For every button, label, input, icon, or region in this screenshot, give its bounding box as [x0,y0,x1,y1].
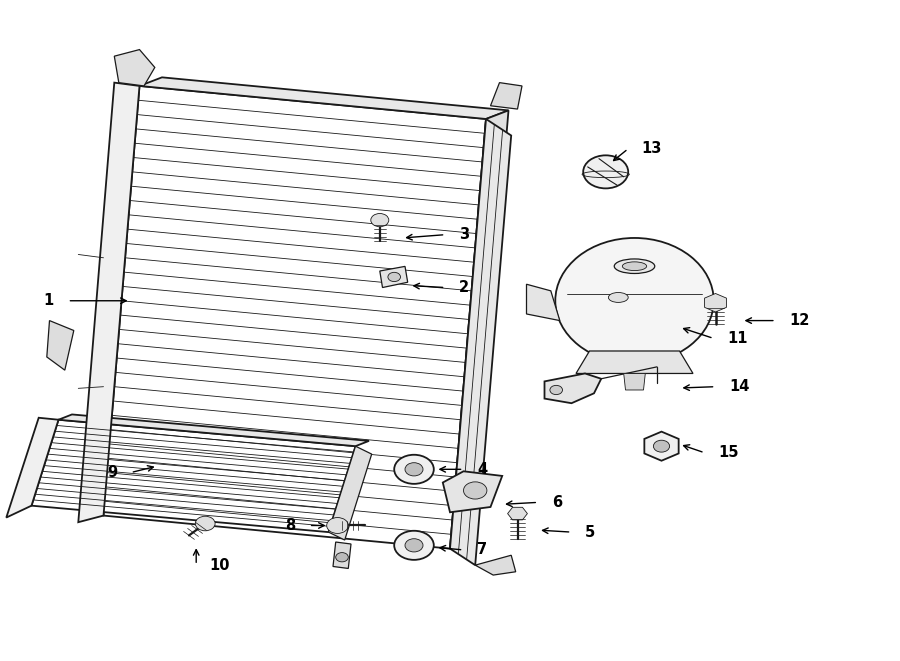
Polygon shape [526,284,560,321]
Text: 11: 11 [727,331,748,346]
Ellipse shape [623,262,647,270]
Polygon shape [644,432,679,461]
Polygon shape [333,542,351,568]
Polygon shape [450,119,511,565]
Text: 9: 9 [107,465,117,480]
Circle shape [327,518,348,533]
Circle shape [405,539,423,552]
Text: 10: 10 [210,558,230,572]
Polygon shape [624,373,645,390]
Polygon shape [705,293,726,312]
Circle shape [394,531,434,560]
Text: 6: 6 [552,495,562,510]
Circle shape [405,463,423,476]
Ellipse shape [555,238,714,364]
Text: 5: 5 [585,525,595,539]
Polygon shape [47,321,74,370]
Polygon shape [508,507,527,520]
Circle shape [464,482,487,499]
Polygon shape [6,418,58,518]
Polygon shape [544,373,601,403]
Text: 2: 2 [459,280,469,295]
Circle shape [388,272,400,282]
Circle shape [653,440,670,452]
Circle shape [394,455,434,484]
Text: 1: 1 [44,293,54,308]
Text: 8: 8 [285,518,295,533]
Text: 12: 12 [789,313,810,328]
Text: 15: 15 [718,446,739,460]
Circle shape [195,516,215,531]
Polygon shape [450,110,508,549]
Text: 14: 14 [729,379,750,394]
Polygon shape [58,414,369,446]
Polygon shape [475,555,516,575]
Text: 4: 4 [477,462,487,477]
Ellipse shape [608,292,628,302]
Polygon shape [140,77,508,119]
Text: 13: 13 [642,141,662,156]
Polygon shape [380,266,408,288]
Polygon shape [443,471,502,512]
Polygon shape [491,83,522,109]
Polygon shape [114,50,155,86]
Polygon shape [32,420,356,532]
Polygon shape [104,86,486,549]
Text: 3: 3 [459,227,469,242]
Ellipse shape [614,259,655,274]
Circle shape [336,553,348,562]
Circle shape [550,385,562,395]
Text: 7: 7 [477,543,487,557]
Circle shape [371,214,389,227]
Polygon shape [78,83,140,522]
Circle shape [583,155,628,188]
Polygon shape [328,446,372,540]
Polygon shape [576,351,693,373]
